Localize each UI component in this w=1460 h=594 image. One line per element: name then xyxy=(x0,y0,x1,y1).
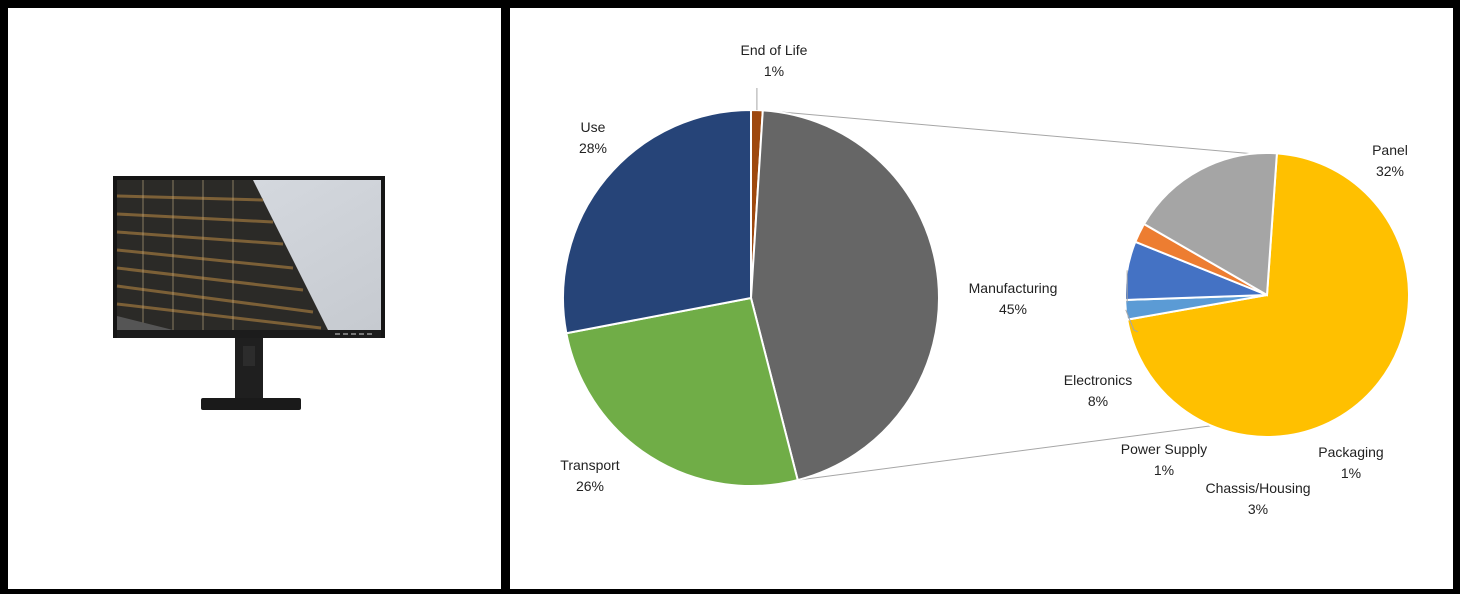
main-slice-transport xyxy=(565,296,799,487)
label-transport: Transport 26% xyxy=(560,457,620,494)
monitor-photo-icon xyxy=(113,176,385,410)
label-manufacturing: Manufacturing 45% xyxy=(969,280,1058,317)
label-end-of-life: End of Life 1% xyxy=(741,42,808,79)
label-power-supply: Power Supply 1% xyxy=(1121,441,1207,478)
data-labels: End of Life 1% Use 28% Manufacturing 45% Trans… xyxy=(560,42,1408,517)
main-pie xyxy=(562,108,940,487)
label-electronics: Electronics 8% xyxy=(1064,372,1132,409)
leader-packaging xyxy=(1125,309,1139,333)
label-packaging: Packaging 1% xyxy=(1318,444,1383,481)
connector-bottom xyxy=(797,425,1212,481)
label-use: Use 28% xyxy=(579,119,607,156)
pie-of-pie-chart: End of Life 1% Use 28% Manufacturing 45% Trans… xyxy=(560,42,1410,517)
breakdown-slice-panel xyxy=(1125,152,1410,438)
leader-lines xyxy=(756,88,1139,333)
product-image-panel xyxy=(8,8,501,589)
label-chassis-housing: Chassis/Housing 3% xyxy=(1205,480,1310,517)
connector-lines xyxy=(762,109,1253,481)
main-slice-use xyxy=(562,108,752,335)
breakdown-pie xyxy=(1124,152,1410,438)
chart-panel: End of Life 1% Use 28% Manufacturing 45% Trans… xyxy=(510,8,1453,589)
main-slice-manufacturing xyxy=(749,109,940,482)
label-panel: Panel 32% xyxy=(1372,142,1408,179)
connector-top xyxy=(762,109,1253,155)
breakdown-slice-electronics xyxy=(1142,152,1278,297)
monitor-image xyxy=(113,176,385,416)
